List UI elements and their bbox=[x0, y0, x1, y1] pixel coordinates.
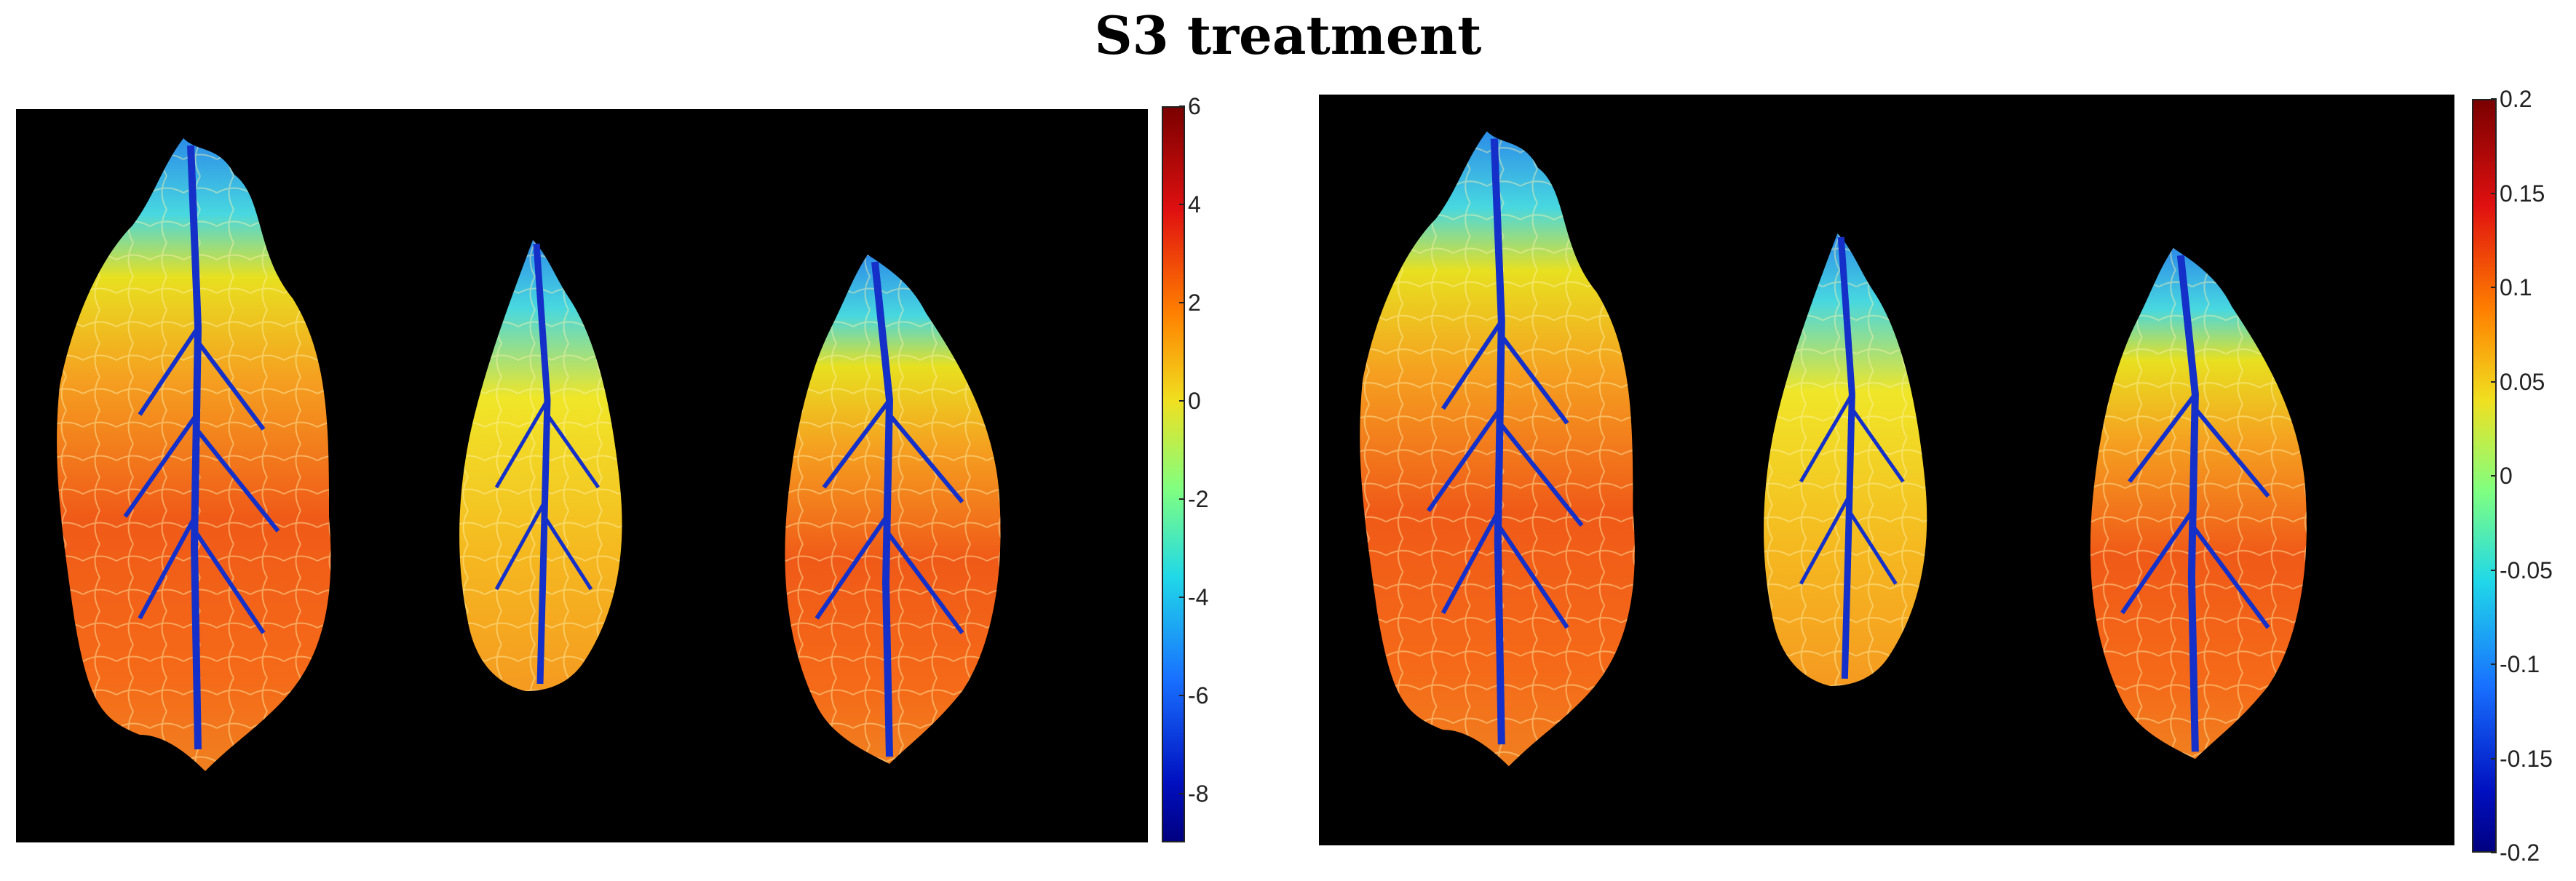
colorbar-tick-label: -2 bbox=[1188, 485, 1209, 512]
colorbar-tick-mark bbox=[1179, 203, 1185, 205]
colorbar-tick-mark bbox=[2491, 757, 2497, 760]
leaf-2 bbox=[1764, 233, 1927, 686]
colorbar-tick-mark bbox=[1179, 105, 1185, 107]
colorbar-tick-mark bbox=[2491, 287, 2497, 288]
right-leaf-drawing bbox=[1360, 131, 2307, 767]
colorbar-tick-mark bbox=[2491, 192, 2497, 194]
colorbar-tick-label: -6 bbox=[1188, 682, 1209, 709]
left-leaf-drawing bbox=[57, 138, 1001, 771]
colorbar-tick-mark bbox=[1179, 596, 1185, 598]
colorbar-tick-label: 6 bbox=[1188, 93, 1201, 119]
figure-title: S3 treatment bbox=[1094, 4, 1482, 66]
colorbar-tick-label: 0.2 bbox=[2500, 86, 2532, 112]
colorbar-tick-mark bbox=[2491, 663, 2497, 665]
colorbar-tick-label: 0 bbox=[1188, 387, 1201, 414]
leaf-1 bbox=[57, 138, 331, 771]
leaf-3 bbox=[2090, 248, 2307, 760]
colorbar-tick-label: -4 bbox=[1188, 583, 1209, 610]
colorbar-tick-mark bbox=[2491, 475, 2497, 477]
left-colorbar bbox=[1162, 106, 1185, 842]
right-leaf-image bbox=[1319, 95, 2454, 845]
colorbar-tick-label: 0 bbox=[2500, 463, 2513, 489]
colorbar-tick-label: -0.15 bbox=[2500, 745, 2553, 772]
leaf-3 bbox=[785, 255, 1001, 764]
colorbar-tick-mark bbox=[2491, 98, 2497, 100]
colorbar-tick-mark bbox=[1179, 301, 1185, 303]
leaf-2 bbox=[459, 240, 622, 691]
colorbar-tick-mark bbox=[1179, 399, 1185, 402]
colorbar-tick-label: -0.2 bbox=[2500, 840, 2540, 866]
colorbar-tick-label: -0.05 bbox=[2500, 557, 2553, 583]
left-leaf-image bbox=[16, 109, 1148, 842]
colorbar-tick-label: 2 bbox=[1188, 289, 1201, 316]
leaf-1 bbox=[1360, 131, 1635, 767]
colorbar-tick-label: -8 bbox=[1188, 780, 1209, 807]
colorbar-tick-mark bbox=[2491, 852, 2497, 853]
colorbar-tick-label: -0.1 bbox=[2500, 651, 2540, 677]
colorbar-tick-label: 4 bbox=[1188, 191, 1201, 218]
colorbar-tick-mark bbox=[1179, 792, 1185, 794]
colorbar-tick-mark bbox=[1179, 498, 1185, 500]
colorbar-tick-label: 0.1 bbox=[2500, 274, 2532, 300]
colorbar-tick-label: 0.05 bbox=[2500, 368, 2545, 395]
colorbar-tick-mark bbox=[2491, 569, 2497, 571]
colorbar-tick-mark bbox=[1179, 694, 1185, 696]
colorbar-tick-mark bbox=[2491, 380, 2497, 383]
colorbar-tick-label: 0.15 bbox=[2500, 180, 2545, 207]
